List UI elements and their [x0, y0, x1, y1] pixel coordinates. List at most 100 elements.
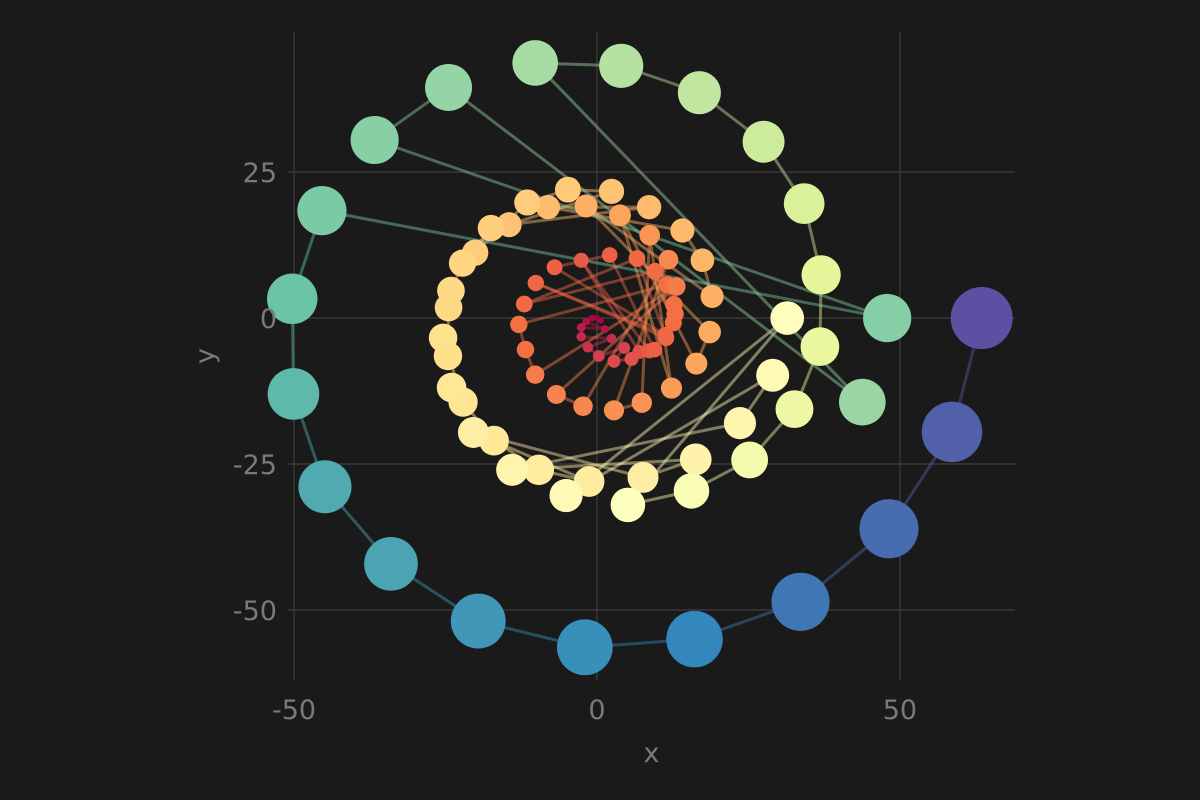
data-point — [677, 71, 721, 115]
spiral-segment — [581, 335, 612, 340]
data-point — [554, 176, 581, 203]
data-point — [549, 478, 583, 513]
data-point — [510, 315, 528, 334]
data-point — [512, 40, 558, 86]
data-point — [770, 301, 805, 335]
data-point — [350, 115, 399, 165]
data-point — [574, 194, 598, 218]
x-tick-label: -50 — [272, 695, 316, 726]
y-tick-label: 0 — [260, 304, 277, 335]
data-point — [514, 189, 541, 216]
data-point — [600, 325, 609, 334]
data-point — [523, 454, 555, 486]
data-point — [576, 331, 587, 342]
data-point — [666, 305, 684, 323]
x-axis-label: x — [644, 738, 660, 769]
series-points — [267, 40, 1013, 676]
data-point — [607, 354, 621, 368]
data-point — [698, 320, 721, 344]
data-point — [690, 248, 715, 273]
spiral-segment — [608, 254, 656, 351]
spiral-segment — [321, 209, 888, 320]
data-point — [450, 593, 506, 649]
data-point — [573, 252, 589, 268]
spiral-segment — [635, 257, 668, 339]
data-point — [496, 453, 529, 486]
data-point — [434, 293, 463, 322]
spiral-segment — [585, 204, 713, 298]
spiral-segment — [535, 281, 667, 340]
x-tick-label: 50 — [883, 695, 917, 726]
data-point — [783, 183, 825, 225]
data-point — [428, 323, 458, 353]
y-axis-label: y — [190, 348, 221, 364]
data-point — [859, 499, 919, 559]
data-point — [657, 329, 675, 347]
spiral-segment — [553, 265, 667, 337]
data-point — [921, 401, 983, 463]
data-point — [667, 277, 686, 296]
spiral-segment — [581, 258, 670, 407]
spiral-segment — [555, 285, 678, 396]
data-point — [646, 341, 663, 358]
data-point — [546, 385, 566, 405]
data-point — [576, 323, 586, 332]
spiral-segment — [535, 281, 666, 337]
y-tick-labels: -50 -25 0 25 — [233, 158, 277, 627]
data-point — [298, 460, 352, 514]
data-point — [646, 262, 664, 280]
x-tick-label: 0 — [588, 695, 605, 726]
data-point — [457, 417, 489, 448]
data-point — [700, 284, 724, 308]
data-point — [742, 120, 785, 163]
data-point — [670, 218, 695, 243]
data-point — [297, 186, 347, 236]
data-point — [603, 400, 625, 421]
data-point — [771, 572, 830, 631]
spiral-segment — [523, 269, 656, 306]
data-point — [660, 377, 683, 399]
data-point — [628, 250, 646, 267]
data-point — [606, 333, 617, 344]
data-point — [582, 317, 590, 326]
spiral-segment — [374, 138, 888, 320]
data-point — [599, 43, 644, 88]
data-point — [673, 473, 710, 509]
spiral-segment — [523, 257, 638, 306]
data-point — [731, 441, 769, 479]
data-point — [801, 255, 841, 295]
data-point — [436, 372, 467, 403]
data-point — [631, 392, 652, 413]
data-point — [618, 341, 631, 354]
data-point — [679, 443, 712, 476]
spiral-segment — [648, 234, 673, 389]
data-point — [601, 247, 618, 263]
data-point — [525, 365, 545, 384]
spiral-segment — [565, 316, 789, 497]
y-tick-label: 25 — [243, 158, 277, 189]
data-point — [573, 466, 605, 497]
data-point — [556, 619, 613, 676]
data-point — [425, 63, 473, 111]
data-point — [477, 214, 505, 242]
data-point — [588, 314, 596, 322]
data-point — [636, 194, 662, 220]
data-point — [723, 407, 757, 440]
data-point — [609, 204, 631, 227]
grid-lines — [288, 32, 1015, 680]
data-point — [756, 358, 790, 392]
data-point — [546, 259, 563, 276]
data-point — [448, 249, 477, 277]
data-point — [950, 287, 1013, 350]
data-point — [516, 340, 535, 359]
data-point — [364, 536, 418, 591]
spiral-segment — [518, 283, 668, 326]
spiral-segment — [579, 259, 641, 353]
data-point — [639, 224, 661, 246]
data-point — [267, 368, 320, 420]
data-point — [527, 274, 544, 292]
data-point — [598, 178, 625, 204]
spiral-segment — [618, 214, 673, 389]
data-point — [658, 249, 679, 270]
